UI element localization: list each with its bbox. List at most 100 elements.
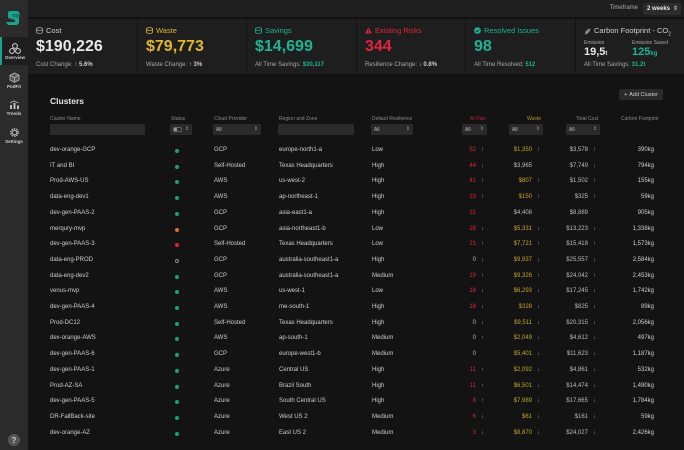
- table-row[interactable]: venus-mvp AWS us-west-1 Low 18 ↓ $6,293 ↓ $17,24…: [28, 284, 684, 300]
- table-row[interactable]: IT and BI Self-Hosted Texas Headquarters Hi…: [28, 159, 684, 175]
- cluster-name[interactable]: DR-FallBack-site: [50, 413, 96, 420]
- column-header-name[interactable]: Cluster Name: [50, 116, 81, 122]
- at-risk-filter-select[interactable]: All ⇕: [462, 124, 487, 135]
- table-row[interactable]: data-eng-PROD GCP australia-southeast1-a Hi…: [28, 253, 684, 269]
- column-header-resilience[interactable]: Default Resilience: [372, 116, 413, 122]
- total-cost-value: $25,557: [566, 256, 588, 263]
- sidebar-item-settings[interactable]: Settings: [0, 121, 28, 149]
- select-arrows-icon: ⇕: [253, 126, 258, 132]
- table-row[interactable]: DR-FallBack-site Azure West US 2 Medium 6 ↓ $6…: [28, 410, 684, 426]
- cloud-provider: GCP: [214, 256, 228, 263]
- kpi-carbon: Carbon Footprint - CO2 Emission 19,5t Em…: [576, 19, 684, 74]
- column-header-carbon[interactable]: Carbon Footprint: [621, 116, 659, 122]
- sidebar-item-podfit[interactable]: PodFit: [0, 66, 28, 94]
- waste-cell: $5,331 ↓: [480, 222, 540, 238]
- cloud-provider: AWS: [214, 194, 228, 201]
- trend-arrow-icon: ↓: [593, 351, 596, 358]
- table-row[interactable]: data-eng-dev2 GCP australia-southeast1-a Me…: [28, 269, 684, 285]
- cluster-name[interactable]: Prod-DC12: [50, 319, 81, 326]
- cluster-name[interactable]: data-eng-dev2: [50, 272, 89, 279]
- carbon-footprint: 2,453kg: [632, 272, 654, 279]
- table-row[interactable]: dev-orange-AWS AWS ap-south-1 Medium 0 ↑ $2,04…: [28, 331, 684, 347]
- carbon-footprint: 905kg: [637, 209, 654, 216]
- cluster-name[interactable]: dev-gen-PAAS-6: [50, 351, 95, 358]
- help-icon[interactable]: ?: [8, 434, 20, 446]
- sidebar-item-overview[interactable]: Overview: [0, 37, 28, 65]
- column-header-provider[interactable]: Cloud Provider: [214, 116, 248, 122]
- column-header-status[interactable]: Status: [171, 116, 186, 122]
- table-row[interactable]: dev-gen-PAAS-6 GCP europe-west1-b Medium 0 $5…: [28, 347, 684, 363]
- timeframe-select[interactable]: 2 weeks ⇕: [643, 3, 681, 15]
- total-cost-filter-select[interactable]: All ⇕: [566, 124, 600, 135]
- waste-cell: $3,965: [480, 159, 540, 175]
- kpi-value: $14,699: [255, 38, 313, 55]
- cluster-name[interactable]: dev-gen-PAAS-3: [50, 241, 95, 248]
- total-cost-value: $20,315: [566, 319, 588, 326]
- kpi-value: $79,773: [146, 38, 204, 55]
- waste-value: $9,937: [513, 256, 532, 263]
- at-risk-value: 8: [472, 398, 476, 405]
- table-row[interactable]: merqury-mvp GCP asia-northeast1-b Low 28 ↓ $5,…: [28, 222, 684, 238]
- cluster-name[interactable]: dev-orange-GCP: [50, 147, 96, 153]
- sidebar-item-trends[interactable]: Trends: [0, 94, 28, 122]
- trend-arrow-icon: ↓: [593, 382, 596, 389]
- column-header-at-risk[interactable]: At Risk: [470, 116, 486, 122]
- cloud-provider: AWS: [214, 178, 228, 185]
- table-row[interactable]: Prod-AWS-US AWS us-west-2 High 41 ↑ $807 ↑ $1,50…: [28, 174, 684, 190]
- cluster-name[interactable]: IT and BI: [50, 162, 75, 169]
- trend-arrow-icon: ↑: [537, 178, 540, 185]
- timeframe-label: Timeframe: [609, 5, 638, 11]
- waste-value: $7,721: [513, 241, 532, 248]
- kpi-value: 98: [474, 38, 492, 55]
- cluster-name[interactable]: venus-mvp: [50, 288, 80, 295]
- cluster-name[interactable]: data-eng-dev1: [50, 194, 89, 201]
- cluster-name[interactable]: Prod-AWS-US: [50, 178, 89, 185]
- kpi-subtext: Waste Change: ↑ 3%: [146, 62, 202, 68]
- region-filter-input[interactable]: [278, 124, 354, 135]
- cluster-name[interactable]: dev-orange-AZ: [50, 429, 91, 436]
- at-risk-cell: 28 ↓: [444, 222, 484, 238]
- total-cost-cell: $161 ↓: [536, 410, 596, 426]
- waste-cell: $5,401 ↓: [480, 347, 540, 363]
- status-filter-select[interactable]: ⇕: [170, 124, 192, 135]
- table-row[interactable]: data-eng-dev1 AWS ap-northeast-1 High 33 ↑ $15…: [28, 190, 684, 206]
- column-header-waste[interactable]: Waste: [527, 116, 541, 122]
- resilience-filter-select[interactable]: All ⇕: [371, 124, 413, 135]
- table-row[interactable]: dev-gen-PAAS-5 Azure South Central US High 8…: [28, 394, 684, 410]
- cluster-name[interactable]: dev-gen-PAAS-5: [50, 398, 95, 405]
- waste-value: $2,049: [513, 335, 532, 342]
- waste-cell: $9,326 ↑: [480, 269, 540, 285]
- waste-filter-select[interactable]: All ⇕: [509, 124, 543, 135]
- table-row[interactable]: Prod-AZ-SA Azure Brazil South High 11 ↑ $6,501…: [28, 379, 684, 395]
- table-row[interactable]: dev-gen-PAAS-4 AWS me-south-1 High 18 ↓ $328 ↓ $…: [28, 300, 684, 316]
- table-row[interactable]: dev-gen-PAAS-2 GCP asia-east1-a High 31 $4,40…: [28, 206, 684, 222]
- cluster-name[interactable]: dev-gen-PAAS-4: [50, 304, 95, 310]
- column-header-total-cost[interactable]: Total Cost: [576, 116, 599, 122]
- cluster-name[interactable]: merqury-mvp: [50, 225, 86, 232]
- cluster-name[interactable]: Prod-AZ-SA: [50, 382, 83, 389]
- trend-arrow-icon: ↓: [593, 429, 596, 436]
- column-header-region[interactable]: Region and Zone: [279, 116, 318, 122]
- table-row[interactable]: dev-gen-PAAS-3 Self-Hosted Texas Headquart…: [28, 237, 684, 253]
- add-cluster-button[interactable]: + Add Cluster: [619, 89, 663, 100]
- at-risk-value: 11: [469, 366, 476, 373]
- provider-filter-select[interactable]: All ⇕: [213, 124, 261, 135]
- at-risk-value: 21: [469, 241, 476, 248]
- trend-arrow-icon: ↓: [537, 351, 540, 358]
- table-row[interactable]: dev-gen-PAAS-1 Azure Central US High 11 ↑ $2,0…: [28, 363, 684, 379]
- total-cost-cell: $25,557 ↓: [536, 253, 596, 269]
- cluster-name[interactable]: dev-gen-PAAS-2: [50, 209, 95, 216]
- total-cost-value: $825: [574, 304, 588, 310]
- app-logo[interactable]: [0, 0, 28, 36]
- table-row[interactable]: dev-orange-AZ Azure East US 2 Medium 3 ↓ $8,87…: [28, 426, 684, 442]
- name-filter-input[interactable]: [50, 124, 145, 135]
- default-resilience: Medium: [372, 351, 394, 358]
- waste-value: $5,331: [513, 225, 532, 232]
- kpi-title: Resolved Issues: [484, 26, 540, 35]
- table-row[interactable]: Prod-DC12 Self-Hosted Texas Headquarters Hi…: [28, 316, 684, 332]
- cluster-name[interactable]: data-eng-PROD: [50, 256, 94, 263]
- kpi-title: Waste: [156, 26, 177, 35]
- cluster-name[interactable]: dev-orange-AWS: [50, 335, 96, 342]
- cluster-name[interactable]: dev-gen-PAAS-1: [50, 366, 95, 373]
- table-row[interactable]: dev-orange-GCP GCP europe-north1-a Low 52 ↑ $1…: [28, 143, 684, 159]
